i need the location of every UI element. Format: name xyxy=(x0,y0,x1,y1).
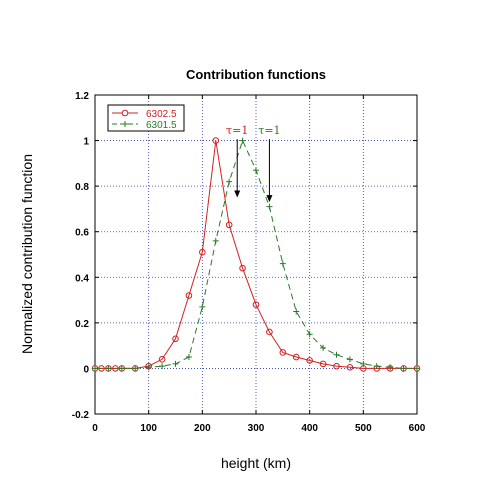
data-point-circle xyxy=(292,353,300,361)
data-point-plus xyxy=(414,365,420,372)
data-point-circle xyxy=(252,301,260,308)
y-tick-label: 1 xyxy=(83,137,89,148)
series-layer xyxy=(91,137,421,372)
data-point-circle xyxy=(212,137,220,144)
axis-ticks: 0 100 200 300 400 500 600-0.200.20.40.60.811.2 xyxy=(72,91,426,434)
y-tick-label: 1.2 xyxy=(75,91,89,102)
x-tick-label: 300 xyxy=(248,423,265,434)
legend-label-6302: 6302.5 xyxy=(146,109,177,120)
data-point-plus xyxy=(253,167,259,174)
data-point-plus xyxy=(185,354,192,361)
data-point-circle xyxy=(185,292,193,299)
data-point-plus xyxy=(400,365,407,372)
data-point-plus xyxy=(172,360,179,367)
data-point-circle xyxy=(158,356,166,363)
data-point-plus xyxy=(199,303,206,310)
data-point-plus xyxy=(266,203,273,210)
y-tick-label: 0.4 xyxy=(75,273,89,284)
data-point-circle xyxy=(199,248,206,256)
legend-label-6301: 6301.5 xyxy=(146,120,177,131)
annotations: τ=1 τ=1 xyxy=(226,124,281,203)
data-point-plus xyxy=(159,363,166,370)
data-point-circle xyxy=(319,360,327,368)
data-point-plus xyxy=(387,364,394,371)
data-point-plus xyxy=(373,363,380,370)
data-point-plus xyxy=(105,365,112,372)
y-tick-label: 0.2 xyxy=(75,319,89,330)
data-point-circle xyxy=(172,335,179,343)
tau-annotation-label: τ=1 xyxy=(258,124,280,137)
y-tick-label: 0.8 xyxy=(75,182,89,193)
x-tick-label: 200 xyxy=(194,423,211,434)
y-tick-label: 0 xyxy=(83,364,89,375)
data-point-circle xyxy=(225,221,233,229)
x-tick-label: 600 xyxy=(409,423,426,434)
grid xyxy=(95,95,417,414)
data-point-plus xyxy=(279,260,286,267)
x-tick-label: 400 xyxy=(301,423,318,434)
data-point-plus xyxy=(92,365,98,372)
chart-title: Contribution functions xyxy=(186,67,326,82)
x-tick-label: 500 xyxy=(355,423,372,434)
data-point-circle xyxy=(346,363,354,371)
y-axis-label: Normalized contribution function xyxy=(19,154,35,354)
tau-arrow-head xyxy=(266,195,273,203)
data-point-plus xyxy=(346,356,353,363)
data-point-circle xyxy=(333,362,340,370)
data-point-circle xyxy=(306,357,313,364)
data-point-circle xyxy=(266,328,273,336)
data-point-plus xyxy=(360,360,367,367)
tau-arrow-head xyxy=(234,190,241,198)
legend-marker-circle xyxy=(121,109,129,117)
data-point-circle xyxy=(279,349,287,356)
tau-annotation-label: τ=1 xyxy=(226,124,248,137)
x-tick-label: 100 xyxy=(140,423,157,434)
data-point-plus xyxy=(145,364,152,371)
data-point-plus xyxy=(320,344,327,351)
legend: 6302.5 6301.5 xyxy=(107,104,185,132)
x-tick-label: 0 xyxy=(92,423,98,434)
legend-marker-plus xyxy=(122,121,128,127)
y-tick-label: -0.2 xyxy=(72,410,90,421)
data-point-plus xyxy=(212,237,219,244)
data-point-plus xyxy=(293,308,300,315)
data-point-plus xyxy=(239,137,246,144)
data-point-circle xyxy=(239,264,246,272)
y-tick-label: 0.6 xyxy=(75,228,89,239)
x-axis-label: height (km) xyxy=(221,455,291,471)
data-point-plus xyxy=(118,365,125,372)
data-point-plus xyxy=(333,351,340,358)
data-point-plus xyxy=(306,331,313,338)
data-point-plus xyxy=(132,365,139,372)
legend-box xyxy=(107,104,185,132)
data-point-plus xyxy=(226,178,233,185)
